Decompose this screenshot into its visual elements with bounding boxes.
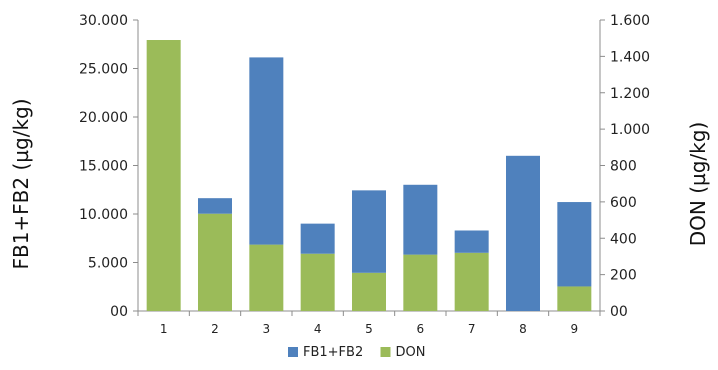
bar-fb1fb2-7 bbox=[454, 230, 489, 253]
y-right-tick-label: 200 bbox=[610, 268, 637, 284]
bar-fb1fb2-6 bbox=[403, 184, 438, 255]
x-tick-label: 8 bbox=[519, 322, 527, 336]
bar-don-1 bbox=[146, 40, 181, 311]
y-left-tick-label: 25.000 bbox=[79, 62, 128, 78]
bar-don-2 bbox=[198, 213, 232, 311]
legend-label-2: DON bbox=[396, 345, 426, 360]
y-left-tick-label: 30.000 bbox=[79, 13, 128, 29]
bar-don-7 bbox=[454, 252, 489, 311]
y-right-tick-label: 600 bbox=[610, 195, 637, 211]
y-right-tick-label: 1.000 bbox=[610, 122, 650, 138]
legend-label-1: FB1+FB2 bbox=[303, 345, 363, 360]
bars-group bbox=[146, 40, 592, 311]
y-axis-right-title: DON (µg/kg) bbox=[686, 122, 710, 247]
y-right-tick-label: 1.200 bbox=[610, 86, 650, 102]
y-left-tick-label: 15.000 bbox=[79, 159, 128, 175]
bar-fb1fb2-4 bbox=[300, 223, 335, 254]
bar-don-6 bbox=[403, 254, 438, 311]
x-tick-label: 9 bbox=[571, 322, 579, 336]
bar-fb1fb2-8 bbox=[506, 155, 540, 311]
bar-fb1fb2-2 bbox=[198, 198, 232, 214]
x-tick-label: 1 bbox=[160, 322, 168, 336]
x-tick-label: 3 bbox=[263, 322, 271, 336]
y-right-tick-label: 400 bbox=[610, 231, 637, 247]
x-tick-label: 5 bbox=[365, 322, 373, 336]
x-tick-label: 6 bbox=[417, 322, 425, 336]
y-right-tick-label: 1.600 bbox=[610, 13, 650, 29]
x-tick-label: 2 bbox=[211, 322, 219, 336]
legend-swatch-2 bbox=[380, 347, 391, 357]
y-left-tick-label: 10.000 bbox=[79, 207, 128, 223]
bar-fb1fb2-5 bbox=[352, 190, 386, 273]
y-left-tick-label: 00 bbox=[110, 304, 128, 320]
bar-fb1fb2-3 bbox=[249, 57, 284, 245]
y-right-tick-label: 00 bbox=[610, 304, 628, 320]
legend: FB1+FB2 DON bbox=[288, 345, 425, 360]
bar-don-9 bbox=[557, 286, 592, 311]
y-right-tick-label: 1.400 bbox=[610, 49, 650, 65]
y-left-tick-label: 20.000 bbox=[79, 110, 128, 126]
bar-don-4 bbox=[300, 253, 335, 311]
bar-fb1fb2-9 bbox=[557, 202, 592, 287]
y-right-tick-label: 800 bbox=[610, 159, 637, 175]
ticks-group: 00 5.000 10.000 15.000 20.000 25.000 30.000 00 2… bbox=[79, 13, 650, 336]
bar-don-3 bbox=[249, 244, 284, 311]
y-left-tick-label: 5.000 bbox=[88, 256, 128, 272]
bar-don-5 bbox=[352, 272, 386, 311]
legend-swatch-1 bbox=[288, 347, 298, 357]
y-axis-left-title: FB1+FB2 (µg/kg) bbox=[9, 98, 33, 269]
x-tick-label: 4 bbox=[314, 322, 322, 336]
x-tick-label: 7 bbox=[468, 322, 476, 336]
